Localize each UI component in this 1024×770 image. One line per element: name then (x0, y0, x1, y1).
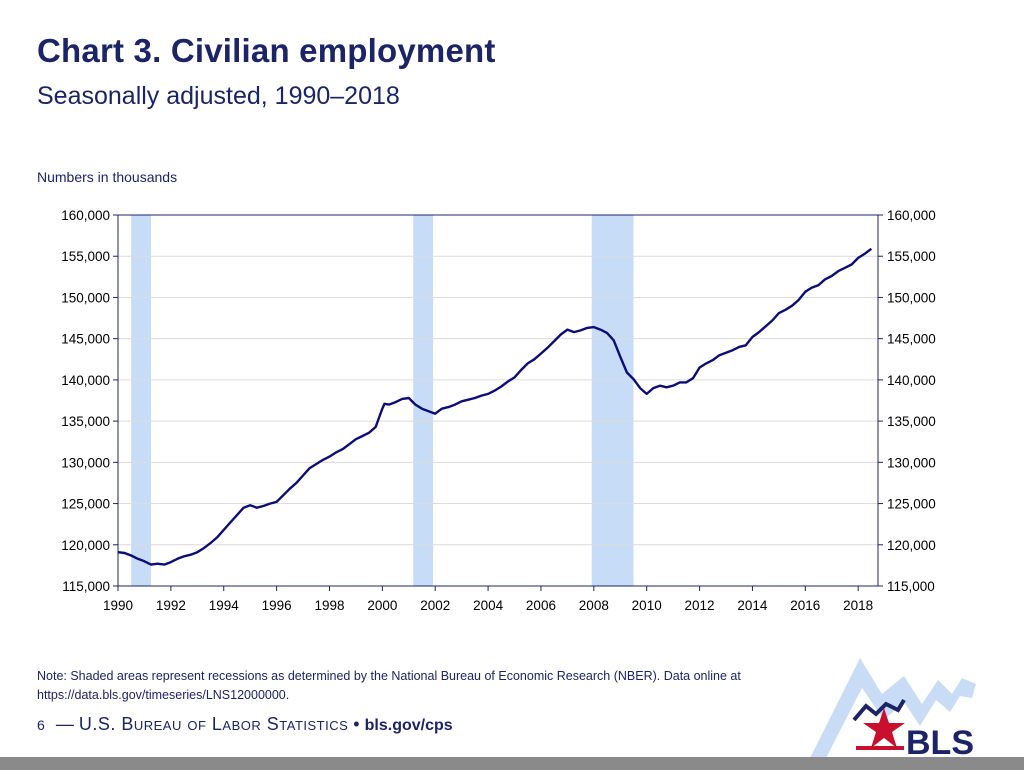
y-tick-label-right-6: 145,000 (887, 332, 936, 347)
y-tick-label-right-8: 155,000 (887, 249, 936, 264)
recession-band-1 (413, 215, 434, 586)
logo-star-icon (863, 708, 905, 748)
footer-dash: — (55, 714, 74, 734)
chart-title: Chart 3. Civilian employment (37, 32, 496, 69)
logo-text: BLS (906, 724, 974, 760)
x-tick-label-3: 1996 (262, 598, 292, 613)
y-tick-label-left-4: 135,000 (61, 414, 110, 429)
y-tick-label-right-2: 125,000 (887, 497, 936, 512)
x-tick-label-12: 2014 (737, 598, 768, 613)
footer-bullet: • (353, 714, 360, 734)
x-tick-label-0: 1990 (103, 598, 133, 613)
y-tick-label-left-0: 115,000 (62, 579, 110, 594)
recession-band-2 (591, 215, 634, 586)
y-tick-label-left-1: 120,000 (61, 538, 110, 553)
x-tick-label-5: 2000 (367, 598, 397, 613)
y-tick-label-left-8: 155,000 (61, 249, 110, 264)
plot-frame (117, 214, 879, 587)
y-tick-label-right-0: 115,000 (887, 579, 935, 594)
page-number: 6 (37, 717, 45, 733)
x-tick-label-6: 2002 (420, 598, 450, 613)
x-tick-label-7: 2004 (473, 598, 504, 613)
y-tick-label-right-1: 120,000 (887, 538, 936, 553)
x-tick-label-8: 2006 (526, 598, 556, 613)
x-tick-label-11: 2012 (685, 598, 715, 613)
series-line-0 (117, 247, 873, 566)
footer-agency: U.S. Bureau of Labor Statistics (78, 714, 349, 734)
recession-band-0 (131, 215, 152, 586)
y-tick-label-left-6: 145,000 (61, 332, 110, 347)
footer-website: bls.gov/cps (364, 717, 453, 734)
logo-stripe-icon (856, 746, 904, 750)
x-tick-label-13: 2016 (790, 598, 820, 613)
bls-logo: BLS (810, 658, 976, 760)
y-tick-label-left-5: 140,000 (61, 373, 110, 388)
x-tick-label-1: 1992 (156, 598, 186, 613)
x-tick-label-2: 1994 (209, 598, 240, 613)
x-tick-label-14: 2018 (843, 598, 873, 613)
y-tick-label-left-7: 150,000 (61, 290, 110, 305)
y-axis-label: Numbers in thousands (37, 169, 178, 185)
y-tick-label-right-7: 150,000 (887, 290, 936, 305)
logo-chart-line-icon (852, 698, 906, 722)
y-tick-label-right-9: 160,000 (887, 208, 936, 223)
footer: 6 — U.S. Bureau of Labor Statistics • bl… (37, 714, 453, 735)
x-tick-label-4: 1998 (314, 598, 344, 613)
y-tick-label-left-3: 130,000 (61, 455, 110, 470)
y-tick-label-right-3: 130,000 (887, 455, 936, 470)
y-tick-label-left-2: 125,000 (61, 497, 110, 512)
y-tick-label-left-9: 160,000 (61, 208, 110, 223)
y-tick-label-right-5: 140,000 (887, 373, 936, 388)
x-tick-label-9: 2008 (579, 598, 609, 613)
x-tick-label-10: 2010 (632, 598, 662, 613)
chart-subtitle: Seasonally adjusted, 1990–2018 (37, 82, 400, 110)
y-tick-label-right-4: 135,000 (887, 414, 936, 429)
bottom-bar (0, 757, 1024, 770)
line-chart: 115,000 115,000 120,000 120,000 125,000 125,0… (61, 208, 936, 613)
chart-note: Note: Shaded areas represent recessions … (37, 669, 741, 702)
